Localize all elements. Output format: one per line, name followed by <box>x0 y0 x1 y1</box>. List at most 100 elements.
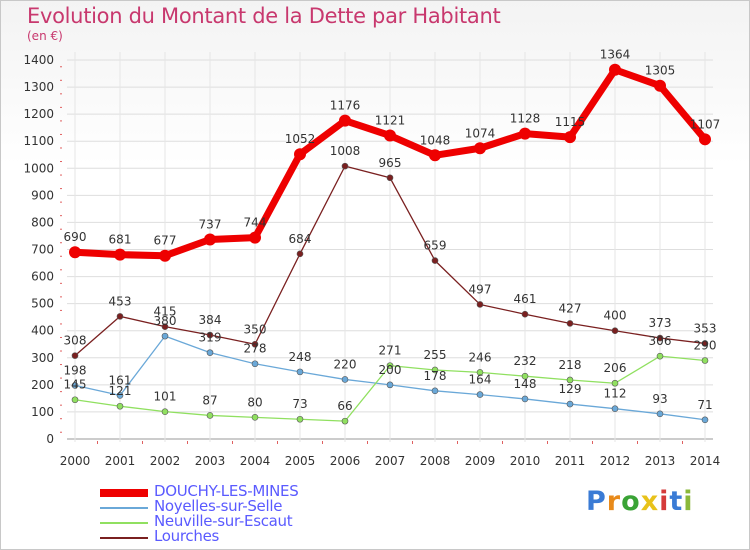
y-tick-label: 1400 <box>23 53 54 67</box>
data-label: 400 <box>604 309 627 323</box>
data-label: 255 <box>424 348 447 362</box>
data-point <box>566 400 574 408</box>
proxiti-logo: Proxiti <box>586 486 694 517</box>
data-label: 373 <box>649 316 672 330</box>
data-label: 319 <box>199 331 222 345</box>
data-point <box>521 372 529 380</box>
data-label: 206 <box>604 361 627 375</box>
y-tick-label: 100 <box>31 405 54 419</box>
data-point <box>521 310 529 318</box>
legend-swatch <box>100 522 148 524</box>
data-label: 101 <box>154 390 177 404</box>
data-point <box>386 362 394 369</box>
line-chart: 0 100 200 300 400 500 600 700 800 900 1000 1100 1200… <box>23 48 721 468</box>
data-point <box>69 246 81 259</box>
x-tick-label: 2000 <box>60 454 91 468</box>
x-tick-label: 2008 <box>420 454 451 468</box>
data-point <box>566 376 574 384</box>
data-label: 308 <box>64 334 87 348</box>
data-point <box>206 412 214 419</box>
data-point <box>161 408 169 415</box>
data-point <box>206 331 214 339</box>
data-point <box>161 323 169 330</box>
x-tick-label: 2004 <box>240 454 271 468</box>
data-label: 164 <box>469 373 492 387</box>
data-point <box>521 395 529 403</box>
legend-label: Neuville-sur-Escaut <box>154 512 293 530</box>
data-label: 73 <box>292 397 307 411</box>
logo-letter: P <box>586 486 607 517</box>
chart-subtitle: (en €) <box>27 29 63 43</box>
data-label: 380 <box>154 314 177 328</box>
data-label: 290 <box>694 338 717 352</box>
logo-letter: i <box>659 486 670 517</box>
data-point <box>566 320 574 327</box>
data-label: 1305 <box>645 64 676 78</box>
data-label: 218 <box>559 358 582 372</box>
y-tick-label: 500 <box>31 297 54 311</box>
data-label: 278 <box>244 342 267 356</box>
data-point <box>431 257 439 264</box>
legend-swatch <box>100 507 148 509</box>
data-label: 248 <box>289 350 312 364</box>
x-tick-label: 2001 <box>105 454 136 468</box>
x-tick-label: 2013 <box>645 454 676 468</box>
data-label: 306 <box>649 334 672 348</box>
data-point <box>429 149 441 162</box>
data-label: 1107 <box>690 117 721 131</box>
data-point <box>431 387 439 395</box>
data-point <box>701 416 709 424</box>
data-label: 271 <box>379 344 402 358</box>
chart-title: Evolution du Montant de la Dette par Hab… <box>27 4 501 28</box>
x-tick-label: 2010 <box>510 454 541 468</box>
data-point <box>476 369 484 376</box>
data-label: 112 <box>604 387 627 401</box>
series-douchy-les-mines <box>69 63 711 262</box>
y-tick-label: 1000 <box>23 161 54 175</box>
data-point <box>656 334 664 342</box>
data-point <box>296 415 304 423</box>
legend-label: Lourches <box>154 527 220 545</box>
data-label: 384 <box>199 313 222 327</box>
data-point <box>341 417 349 425</box>
data-point <box>71 396 79 404</box>
data-label: 1052 <box>285 132 316 146</box>
data-label: 681 <box>109 233 132 247</box>
data-label: 220 <box>334 357 357 371</box>
data-point <box>71 382 79 389</box>
data-point <box>519 127 531 140</box>
x-tick-label: 2011 <box>555 454 586 468</box>
data-label: 1115 <box>555 115 586 129</box>
data-point <box>699 133 711 146</box>
data-label: 161 <box>109 373 132 387</box>
x-tick-label: 2005 <box>285 454 316 468</box>
x-tick-label: 2014 <box>690 454 721 468</box>
data-label: 198 <box>64 363 87 377</box>
logo-letter: o <box>621 486 641 517</box>
data-point <box>701 340 709 347</box>
data-point <box>701 357 709 364</box>
data-label: 427 <box>559 301 582 315</box>
data-point <box>386 174 394 182</box>
data-label: 677 <box>154 234 177 248</box>
data-label: 87 <box>202 393 217 407</box>
x-tick-label: 2012 <box>600 454 631 468</box>
x-tick-label: 2003 <box>195 454 226 468</box>
data-label: 350 <box>244 322 267 336</box>
series-neuville-sur-escaut <box>71 352 709 425</box>
legend-swatch <box>100 489 148 497</box>
data-label: 461 <box>514 292 537 306</box>
data-point <box>71 352 79 359</box>
legend-label: Noyelles-sur-Selle <box>154 497 283 515</box>
data-label: 148 <box>514 377 537 391</box>
data-label: 1048 <box>420 133 451 147</box>
data-point <box>251 360 259 368</box>
y-tick-label: 700 <box>31 243 54 257</box>
data-point <box>339 114 351 127</box>
data-point <box>654 79 666 92</box>
data-point <box>114 248 126 261</box>
y-tick-label: 900 <box>31 188 54 202</box>
y-tick-label: 300 <box>31 351 54 365</box>
y-tick-label: 0 <box>46 432 54 446</box>
